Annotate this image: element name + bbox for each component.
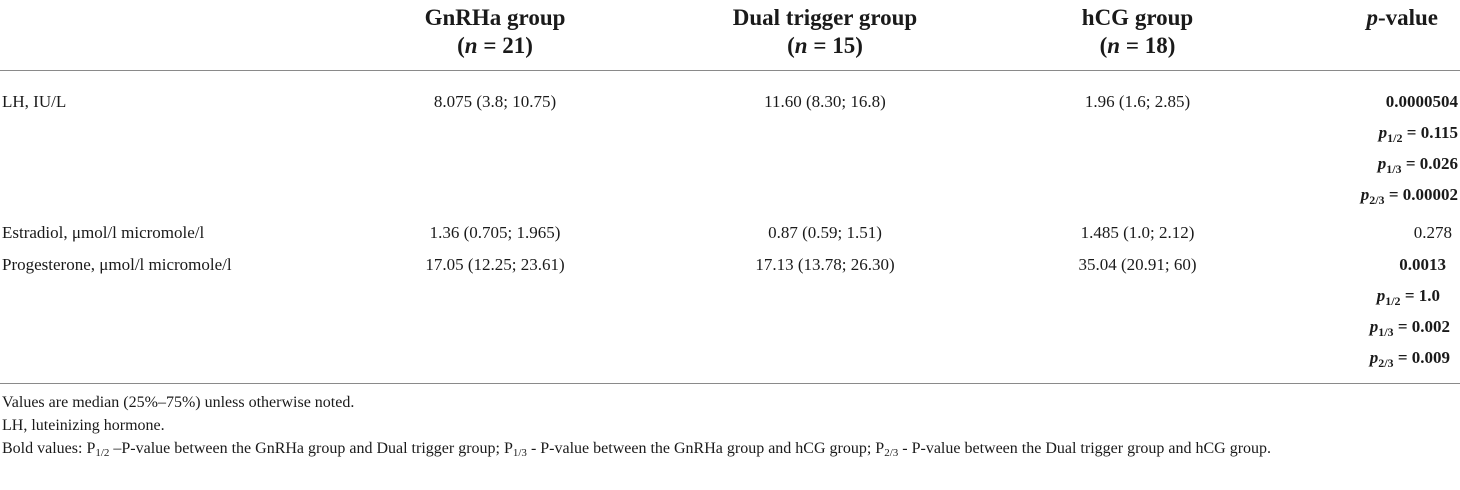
footnote-lh-abbrev: LH, luteinizing hormone. <box>2 417 165 434</box>
cell-progesterone-pvalues: 0.0013 p1/2 = 1.0 p1/3 = 0.002 p2/3 = 0.… <box>1285 250 1460 384</box>
header-hcg-group: hCG group (n = 18) <box>990 0 1285 71</box>
table-row-estradiol: Estradiol, μmol/l micromole/l 1.36 (0.70… <box>0 218 1460 250</box>
progesterone-p-overall: 0.0013 <box>1399 255 1446 274</box>
hormone-results-table: GnRHa group (n = 21) Dual trigger group … <box>0 0 1460 384</box>
header-gnrha-group: GnRHa group (n = 21) <box>330 0 660 71</box>
table-footnotes: Values are median (25%–75%) unless other… <box>2 392 1458 461</box>
lh-p12: p1/2 = 0.115 <box>1378 123 1458 145</box>
cell-estradiol-hcg: 1.485 (1.0; 2.12) <box>1080 223 1195 242</box>
lh-p23: p2/3 = 0.00002 <box>1360 185 1458 207</box>
row-label-lh: LH, IU/L <box>2 92 67 111</box>
progesterone-p12: p1/2 = 1.0 <box>1376 286 1440 308</box>
footnote-values: Values are median (25%–75%) unless other… <box>2 394 355 411</box>
footnote-bold-values: Bold values: P1/2 –P-value between the G… <box>2 440 1272 459</box>
cell-estradiol-pvalue: 0.278 <box>1285 218 1460 250</box>
table-row-lh: LH, IU/L 8.075 (3.8; 10.75) 11.60 (8.30;… <box>0 71 1460 219</box>
lh-p-overall: 0.0000504 <box>1385 92 1458 111</box>
cell-lh-pvalues: 0.0000504 p1/2 = 0.115 p1/3 = 0.026 p2/3… <box>1285 71 1460 219</box>
table-header-row: GnRHa group (n = 21) Dual trigger group … <box>0 0 1460 71</box>
cell-lh-dual: 11.60 (8.30; 16.8) <box>764 92 886 111</box>
cell-estradiol-dual: 0.87 (0.59; 1.51) <box>768 223 882 242</box>
progesterone-p23: p2/3 = 0.009 <box>1369 348 1450 370</box>
header-p-value: p-value <box>1285 0 1460 71</box>
estradiol-p-overall: 0.278 <box>1413 223 1452 242</box>
table-row-progesterone: Progesterone, μmol/l micromole/l 17.05 (… <box>0 250 1460 384</box>
cell-progesterone-dual: 17.13 (13.78; 26.30) <box>660 250 990 384</box>
cell-progesterone-gnrha: 17.05 (12.25; 23.61) <box>330 250 660 384</box>
progesterone-p13: p1/3 = 0.002 <box>1369 317 1450 339</box>
header-empty-cell <box>0 0 330 71</box>
header-dual-trigger-group: Dual trigger group (n = 15) <box>660 0 990 71</box>
cell-progesterone-hcg: 35.04 (20.91; 60) <box>990 250 1285 384</box>
row-label-estradiol: Estradiol, μmol/l micromole/l <box>2 223 205 242</box>
lh-p13: p1/3 = 0.026 <box>1377 154 1458 176</box>
cell-estradiol-gnrha: 1.36 (0.705; 1.965) <box>429 223 561 242</box>
row-label-progesterone: Progesterone, μmol/l micromole/l <box>0 250 330 384</box>
cell-lh-gnrha: 8.075 (3.8; 10.75) <box>433 92 557 111</box>
cell-lh-hcg: 1.96 (1.6; 2.85) <box>1084 92 1191 111</box>
results-table-container: GnRHa group (n = 21) Dual trigger group … <box>0 0 1460 384</box>
